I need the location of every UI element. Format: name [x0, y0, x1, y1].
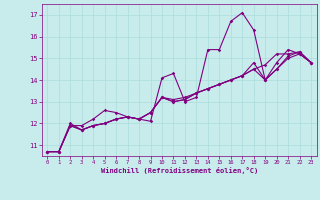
X-axis label: Windchill (Refroidissement éolien,°C): Windchill (Refroidissement éolien,°C) [100, 167, 258, 174]
